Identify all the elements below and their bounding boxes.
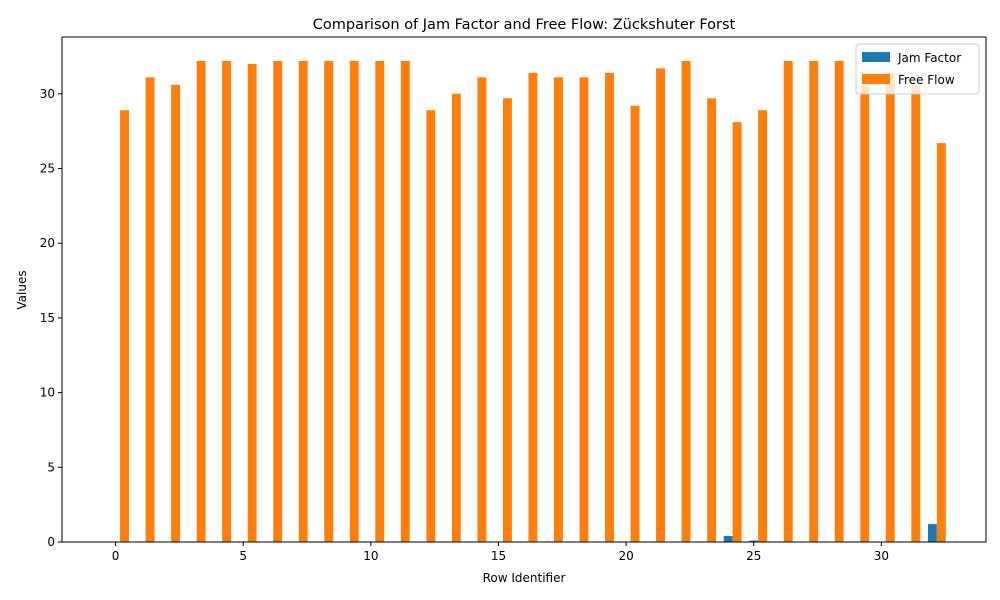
bar-free-flow	[196, 60, 206, 542]
bar-free-flow	[247, 63, 257, 542]
x-tick-label: 15	[491, 549, 506, 563]
bar-free-flow	[400, 60, 410, 542]
bar-free-flow	[860, 84, 870, 542]
y-tick-label: 10	[40, 386, 55, 400]
bar-free-flow	[375, 60, 385, 542]
bar-free-flow	[707, 98, 717, 542]
bar-free-flow	[324, 60, 334, 542]
x-tick-label: 10	[363, 549, 378, 563]
x-tick-label: 5	[239, 549, 247, 563]
x-axis-label: Row Identifier	[483, 571, 566, 585]
bar-free-flow	[732, 122, 742, 542]
y-tick-label: 5	[47, 460, 55, 474]
bar-free-flow	[605, 72, 614, 543]
bars-group	[120, 60, 946, 543]
bar-free-flow	[834, 60, 844, 542]
bar-free-flow	[298, 60, 308, 542]
bar-free-flow	[120, 110, 129, 543]
y-tick-label: 0	[47, 535, 55, 549]
legend: Jam Factor Free Flow	[855, 43, 980, 95]
legend-label-free-flow: Free Flow	[898, 73, 955, 87]
legend-swatch-free-flow	[862, 74, 890, 84]
bar-free-flow	[528, 72, 538, 543]
axes-group: 0 5 10 15 20 25 30 0 5 10 15 20 25 30	[40, 36, 987, 563]
bar-free-flow	[630, 105, 640, 542]
bar-free-flow	[553, 77, 563, 542]
x-tick-label: 0	[112, 549, 120, 563]
bar-free-flow	[783, 60, 793, 542]
bar-jam-factor	[927, 524, 937, 542]
legend-swatch-jam-factor	[862, 52, 890, 62]
y-tick-label: 30	[40, 87, 55, 101]
bar-free-flow	[451, 93, 461, 542]
plot-frame	[61, 36, 987, 543]
bar-free-flow	[936, 143, 946, 542]
bar-free-flow	[579, 77, 589, 542]
bar-free-flow	[349, 60, 359, 542]
bar-jam-factor	[723, 536, 733, 542]
bar-free-flow	[171, 84, 181, 542]
bar-jam-factor	[749, 540, 759, 542]
bar-free-flow	[426, 110, 436, 543]
chart-title: Comparison of Jam Factor and Free Flow: …	[313, 17, 736, 33]
x-tick-label: 25	[746, 549, 761, 563]
bar-free-flow	[222, 60, 232, 542]
y-tick-label: 15	[40, 311, 55, 325]
bar-free-flow	[809, 60, 819, 542]
bar-free-flow	[911, 84, 921, 542]
x-tick-label: 20	[618, 549, 633, 563]
bar-free-flow	[502, 98, 512, 542]
bar-free-flow	[477, 77, 487, 542]
bar-free-flow	[656, 68, 666, 542]
bar-free-flow	[885, 72, 895, 543]
bar-free-flow	[758, 110, 768, 543]
bar-free-flow	[273, 60, 283, 542]
bar-free-flow	[681, 60, 691, 542]
y-tick-label: 20	[40, 236, 55, 250]
x-tick-label: 30	[874, 549, 889, 563]
y-axis-label: Values	[15, 270, 29, 309]
y-tick-label: 25	[40, 161, 55, 175]
legend-label-jam-factor: Jam Factor	[897, 51, 961, 65]
bar-free-flow	[145, 77, 155, 542]
